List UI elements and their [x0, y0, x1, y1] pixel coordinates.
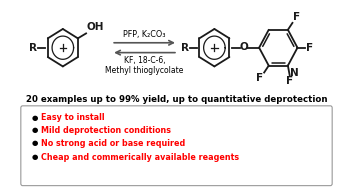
- Text: N: N: [290, 68, 299, 78]
- FancyBboxPatch shape: [21, 106, 332, 186]
- Text: KF, 18-C-6,
Methyl thioglycolate: KF, 18-C-6, Methyl thioglycolate: [105, 56, 184, 75]
- Text: Easy to install: Easy to install: [41, 113, 104, 122]
- Text: PFP, K₂CO₃: PFP, K₂CO₃: [123, 30, 166, 39]
- Text: ●: ●: [32, 127, 38, 133]
- Text: No strong acid or base required: No strong acid or base required: [41, 139, 185, 148]
- Text: F: F: [286, 77, 293, 86]
- Text: ●: ●: [32, 154, 38, 160]
- Text: ●: ●: [32, 115, 38, 121]
- Text: Cheap and commerically available reagents: Cheap and commerically available reagent…: [41, 153, 239, 162]
- Text: R: R: [29, 43, 37, 53]
- Text: F: F: [293, 12, 300, 22]
- Text: F: F: [306, 43, 313, 53]
- Text: O: O: [239, 42, 248, 52]
- Text: OH: OH: [87, 22, 104, 33]
- Text: R: R: [181, 43, 189, 53]
- Text: Mild deprotection conditions: Mild deprotection conditions: [41, 126, 171, 135]
- Text: F: F: [256, 74, 263, 84]
- Text: 20 examples up to 99% yield, up to quantitative deprotection: 20 examples up to 99% yield, up to quant…: [26, 95, 327, 104]
- Text: ●: ●: [32, 140, 38, 146]
